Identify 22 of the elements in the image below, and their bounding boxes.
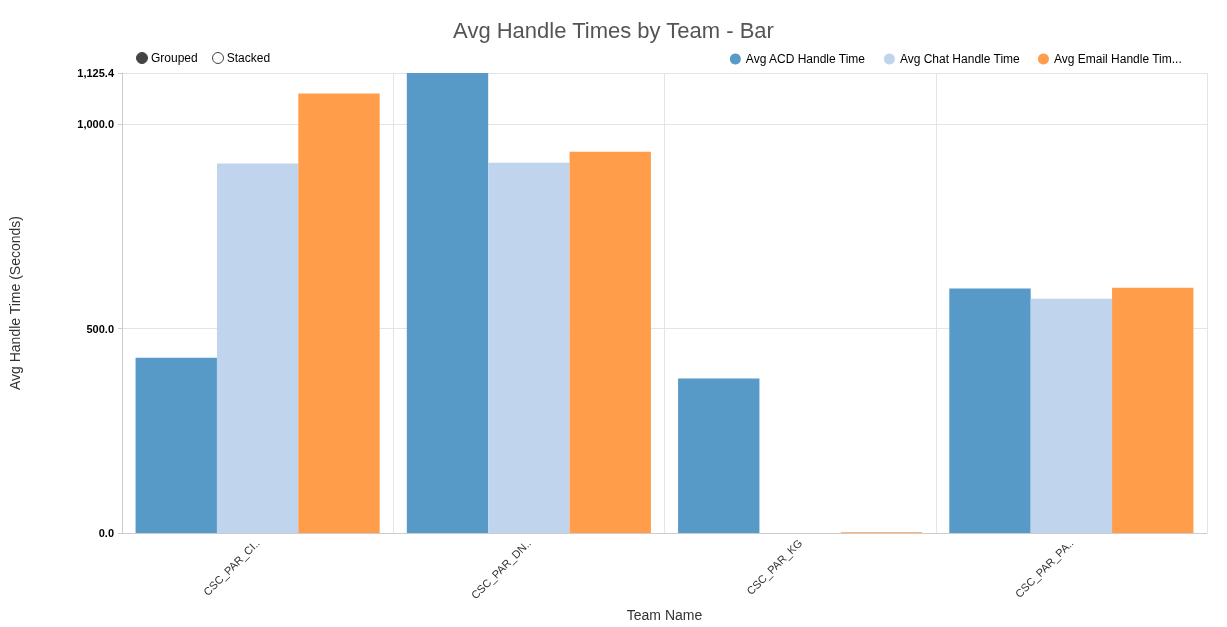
y-tick-label: 500.0 [86, 322, 114, 335]
text: Grouped [151, 51, 198, 65]
y-tick-label: 0.0 [98, 527, 114, 540]
legend-label: Avg Chat Handle Time [899, 52, 1021, 66]
bar [406, 73, 489, 534]
bar [1030, 298, 1113, 534]
bar [298, 93, 380, 534]
text: Stacked [226, 51, 271, 65]
bar [216, 163, 299, 534]
bar [569, 151, 651, 534]
bar [949, 288, 1031, 534]
bar [135, 357, 217, 534]
x-axis-title: Team Name [626, 607, 703, 623]
chart-title: Avg Handle Times by Team - Bar [453, 17, 774, 43]
y-axis-title: Avg Handle Time (Seconds) [7, 215, 23, 391]
bar [678, 378, 760, 534]
bar [1112, 287, 1194, 534]
legend-label: Avg ACD Handle Time [745, 52, 866, 66]
legend-label: Avg Email Handle Tim... [1053, 52, 1182, 66]
y-tick-label: 1,125.4 [77, 67, 115, 79]
y-tick-label: 1,000.0 [77, 118, 114, 131]
bar [488, 162, 570, 534]
